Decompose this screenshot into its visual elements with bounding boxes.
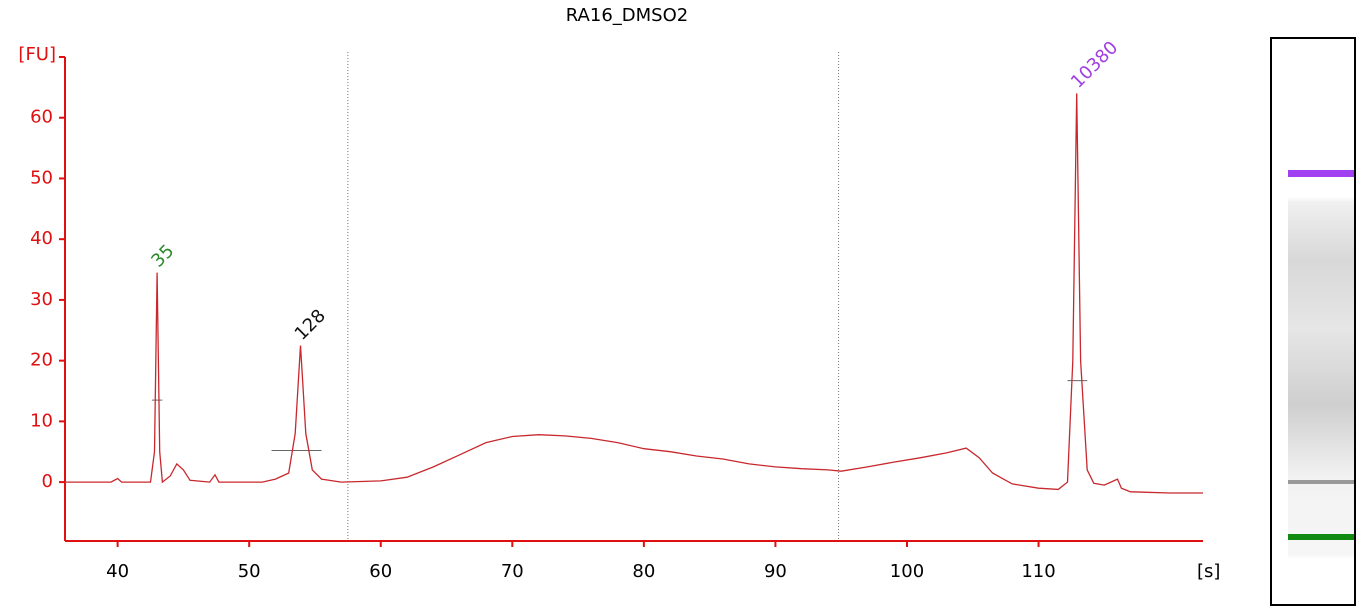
gel-lane [1270,37,1356,606]
peak-label: 128 [291,305,330,344]
x-tick-label: 100 [890,561,924,582]
peak-label: 10380 [1067,37,1122,92]
trace [65,93,1203,494]
x-tick-label: 90 [764,561,787,582]
x-tick-label: 60 [369,561,392,582]
peak-label: 35 [147,241,178,272]
x-tick-label: 50 [238,561,261,582]
x-tick-label: 110 [1021,561,1055,582]
chart-title: RA16_DMSO2 [566,5,688,26]
lane-smear [1288,125,1354,577]
x-axis-label: [s] [1197,561,1220,582]
y-tick-label: 30 [30,289,53,310]
y-tick-label: 10 [30,410,53,431]
x-tick-label: 40 [106,561,129,582]
y-tick-label: 40 [30,228,53,249]
y-tick-label: 60 [30,107,53,128]
upper-marker-band [1288,170,1354,177]
y-tick-label: 0 [42,471,53,492]
y-tick-label: 50 [30,167,53,188]
band [1288,480,1354,484]
y-axis-label: [FU] [18,44,56,65]
x-tick-label: 80 [632,561,655,582]
y-tick-label: 20 [30,350,53,371]
x-tick-label: 70 [501,561,524,582]
lower-marker-band [1288,534,1354,540]
